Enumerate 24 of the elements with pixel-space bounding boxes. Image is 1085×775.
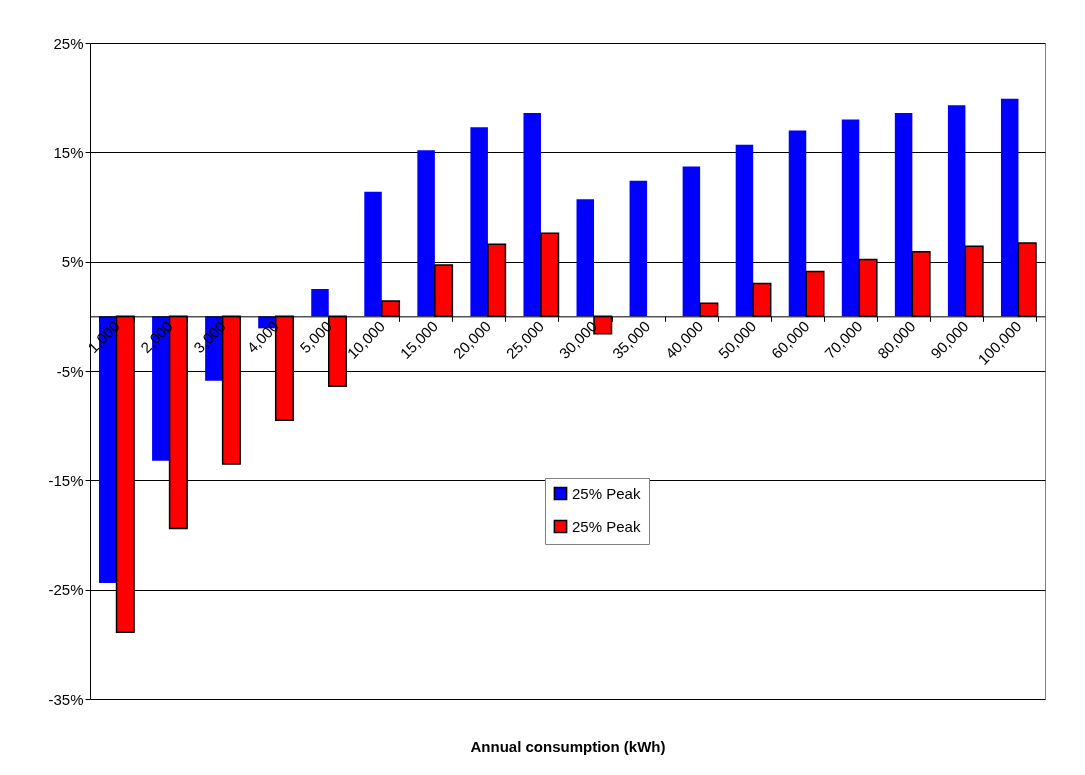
- y-tick-label: -35%: [48, 690, 84, 708]
- bar: [682, 166, 701, 317]
- bar: [841, 119, 860, 317]
- bar: [470, 127, 488, 317]
- bar: [947, 105, 966, 317]
- legend-label: 25% Peak: [572, 484, 641, 502]
- y-tick-label: -5%: [56, 362, 84, 380]
- y-tick-label: 5%: [61, 253, 84, 271]
- bar: [1000, 98, 1019, 317]
- bar: [417, 150, 435, 317]
- bar: [364, 191, 382, 317]
- bar: [735, 144, 754, 317]
- bar: [629, 180, 648, 317]
- legend-label: 25% Peak: [572, 517, 641, 535]
- bar: [576, 199, 595, 317]
- bar: [894, 112, 913, 317]
- bar: [311, 289, 329, 317]
- y-tick-label: -25%: [48, 581, 84, 599]
- bar: [523, 112, 541, 317]
- y-tick-label: 25%: [53, 34, 84, 52]
- x-axis-title: Annual consumption (kWh): [470, 737, 666, 755]
- y-tick-label: 15%: [53, 143, 84, 161]
- y-tick-label: -15%: [48, 471, 84, 489]
- bar: [788, 130, 807, 317]
